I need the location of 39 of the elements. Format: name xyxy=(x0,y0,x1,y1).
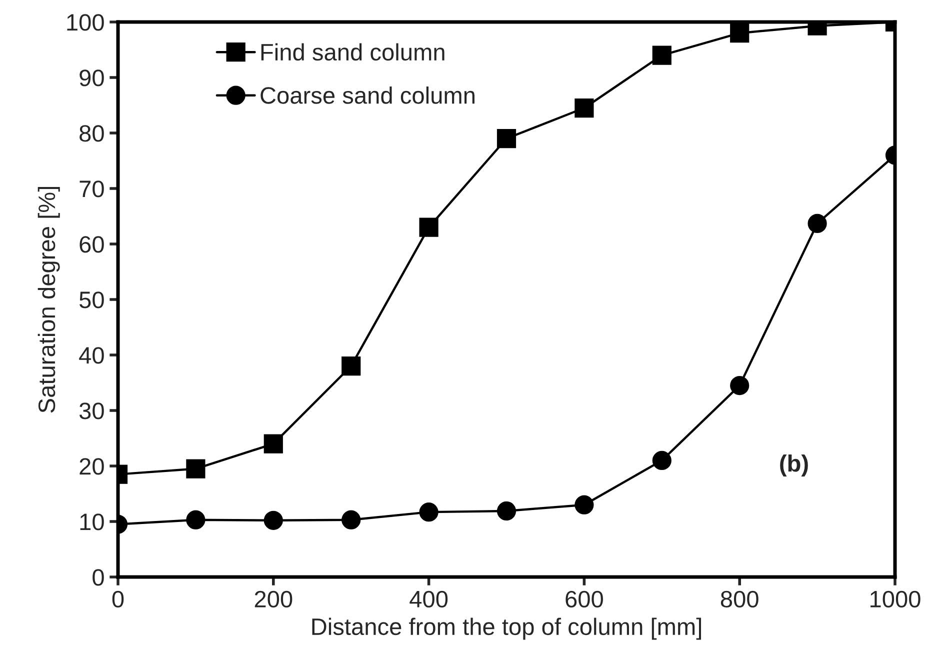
point xyxy=(574,98,594,118)
x-tick-label: 1000 xyxy=(870,590,920,608)
point xyxy=(186,459,206,478)
y-tick-label: 50 xyxy=(79,292,104,308)
y-tick-label: 0 xyxy=(92,569,104,586)
point xyxy=(652,450,672,470)
legend-label: Find sand column xyxy=(261,43,444,61)
y-tick-label: 10 xyxy=(80,514,104,530)
y-axis-title: Saturation degree [%] xyxy=(38,186,60,413)
point xyxy=(264,434,283,454)
point xyxy=(342,356,361,376)
x-tick-label: 400 xyxy=(410,590,448,608)
y-tick-label: 40 xyxy=(79,347,104,364)
y-tick-label: 100 xyxy=(67,14,104,31)
point xyxy=(419,218,438,237)
y-tick-label: 60 xyxy=(80,236,104,253)
y-tick-label: 30 xyxy=(79,402,104,420)
point xyxy=(652,46,672,65)
y-tick-label: 70 xyxy=(80,180,104,198)
point xyxy=(186,510,206,530)
y-tick-label: 90 xyxy=(80,70,104,86)
point xyxy=(574,495,594,514)
point xyxy=(419,502,438,522)
point xyxy=(342,510,361,530)
point xyxy=(496,501,516,521)
annotation: (b) xyxy=(780,454,808,476)
point xyxy=(808,214,827,234)
y-tick-label: 80 xyxy=(80,125,104,142)
point xyxy=(730,24,750,43)
point xyxy=(496,129,516,148)
x-axis-title: Distance from the top of column [mm] xyxy=(312,618,702,640)
x-tick-label: 200 xyxy=(254,590,292,608)
y-tick-label: 20 xyxy=(80,458,104,475)
x-tick-label: 800 xyxy=(720,590,758,608)
legend-label: Coarse sand column xyxy=(260,86,474,104)
point xyxy=(730,376,750,396)
point xyxy=(264,510,283,530)
x-tick-label: 0 xyxy=(112,590,124,608)
x-tick-label: 600 xyxy=(566,590,603,608)
